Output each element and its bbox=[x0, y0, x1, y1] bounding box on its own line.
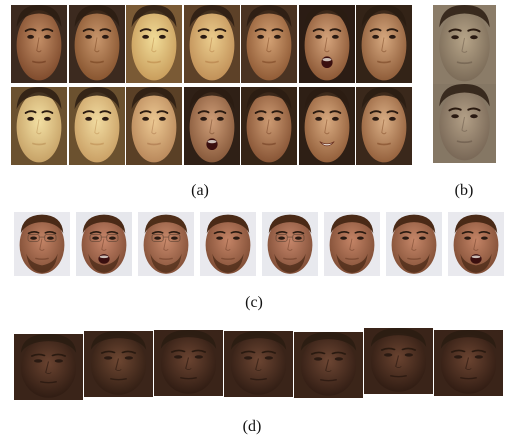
face-image-a-r2-3 bbox=[126, 87, 182, 165]
face-image-c-3 bbox=[138, 212, 194, 276]
face-image-d-7 bbox=[434, 330, 503, 396]
face-image-d-6 bbox=[364, 328, 433, 394]
face-image-a-r2-2 bbox=[68, 87, 125, 165]
caption-c: (c) bbox=[245, 294, 263, 311]
face-image-a-r2-7 bbox=[356, 87, 412, 165]
face-image-a-r2-4 bbox=[183, 87, 240, 165]
face-image-c-7 bbox=[386, 212, 442, 276]
face-image-b-2 bbox=[433, 84, 496, 163]
face-image-d-3 bbox=[154, 330, 223, 396]
face-image-a-r1-1 bbox=[11, 5, 67, 83]
face-image-d-1 bbox=[14, 334, 83, 400]
caption-a: (a) bbox=[191, 182, 209, 199]
caption-d: (d) bbox=[242, 418, 262, 435]
face-image-a-r2-6 bbox=[298, 87, 355, 165]
face-image-c-5 bbox=[262, 212, 318, 276]
face-image-a-r1-7 bbox=[356, 5, 412, 83]
face-image-a-r1-2 bbox=[68, 5, 125, 83]
face-image-a-r1-6 bbox=[298, 5, 355, 83]
face-image-a-r1-5 bbox=[241, 5, 297, 83]
face-image-a-r2-1 bbox=[11, 87, 67, 165]
face-image-c-1 bbox=[14, 212, 70, 276]
face-image-b-1 bbox=[433, 5, 496, 84]
face-image-c-6 bbox=[324, 212, 380, 276]
face-image-a-r1-4 bbox=[183, 5, 240, 83]
caption-b: (b) bbox=[454, 182, 474, 199]
face-image-d-2 bbox=[84, 331, 153, 397]
face-image-c-4 bbox=[200, 212, 256, 276]
face-image-a-r2-5 bbox=[241, 87, 297, 165]
face-image-d-4 bbox=[224, 331, 293, 397]
face-image-c-2 bbox=[76, 212, 132, 276]
face-image-a-r1-3 bbox=[126, 5, 182, 83]
face-image-d-5 bbox=[294, 332, 363, 398]
face-image-c-8 bbox=[448, 212, 504, 276]
